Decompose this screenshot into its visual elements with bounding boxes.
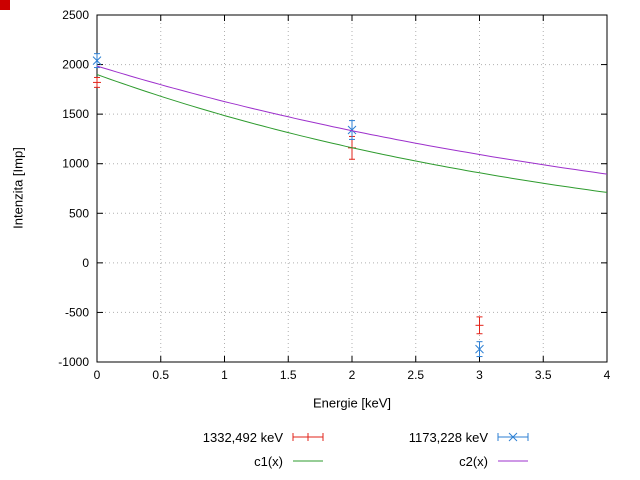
svg-text:3: 3 [476, 368, 483, 382]
legend-item-1332: 1332,492 keV [203, 429, 325, 445]
svg-text:1.5: 1.5 [280, 368, 297, 382]
svg-text:1000: 1000 [62, 157, 89, 171]
svg-text:2: 2 [349, 368, 356, 382]
svg-text:3.5: 3.5 [535, 368, 552, 382]
svg-text:0.5: 0.5 [152, 368, 169, 382]
errorbar-sample-icon [497, 432, 529, 442]
svg-text:-500: -500 [65, 305, 89, 319]
plot-area: 0 0.5 1 1.5 2 2.5 3 3.5 4 -1000 -500 0 500 1000 1500 20… [58, 8, 611, 382]
legend-item-1173: 1173,228 keV [409, 429, 530, 445]
svg-text:2500: 2500 [62, 8, 89, 22]
svg-text:0: 0 [82, 256, 89, 270]
line-sample-icon [498, 460, 528, 462]
line-sample-icon [293, 460, 323, 462]
svg-text:500: 500 [69, 206, 89, 220]
y-axis-title: Intenzita [Imp] [10, 147, 26, 229]
svg-text:4: 4 [604, 368, 611, 382]
legend-label: c1(x) [254, 453, 283, 469]
svg-text:1: 1 [221, 368, 228, 382]
legend-label: c2(x) [459, 453, 488, 469]
legend-label: 1332,492 keV [202, 429, 283, 445]
legend-item-c2: c2(x) [459, 453, 530, 469]
legend-label: 1173,228 keV [408, 429, 488, 445]
x-axis-title: Energie [keV] [312, 395, 392, 411]
corner-artifact [0, 0, 10, 10]
svg-text:2.5: 2.5 [407, 368, 424, 382]
svg-text:1500: 1500 [62, 107, 89, 121]
svg-text:2000: 2000 [62, 58, 89, 72]
errorbar-sample-icon [292, 433, 324, 441]
svg-text:-1000: -1000 [58, 355, 89, 369]
legend-item-c1: c1(x) [254, 453, 325, 469]
svg-text:0: 0 [94, 368, 101, 382]
